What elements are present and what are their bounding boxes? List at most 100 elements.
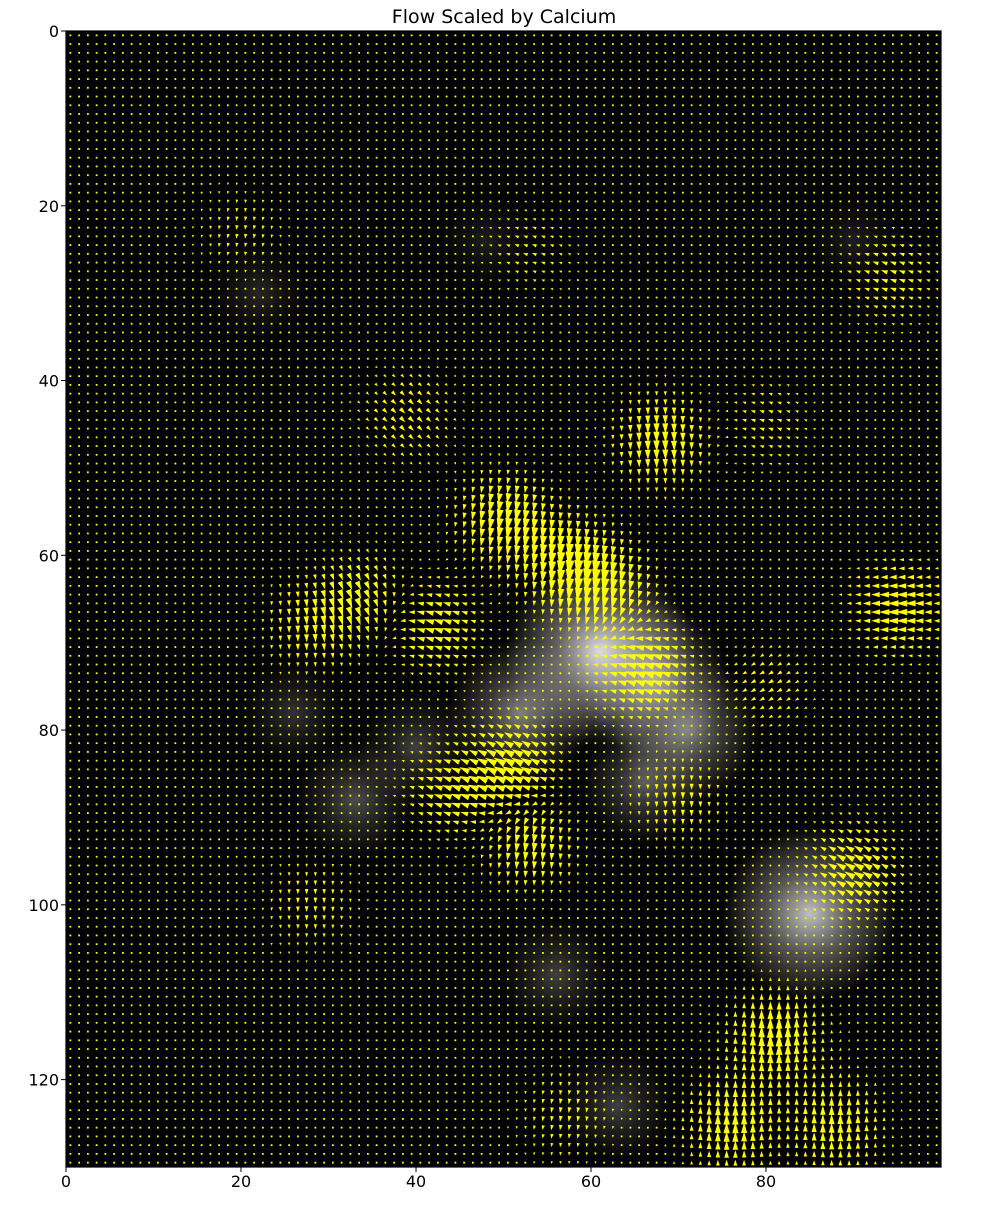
flow-arrow [331, 392, 334, 395]
flow-arrow [926, 357, 929, 360]
flow-arrow [86, 104, 89, 107]
flow-arrow [550, 375, 553, 378]
flow-arrow [645, 459, 651, 468]
flow-arrow [401, 165, 404, 168]
flow-arrow [375, 252, 378, 255]
flow-arrow [121, 392, 124, 395]
flow-arrow [594, 209, 597, 212]
flow-arrow [200, 86, 203, 89]
flow-arrow [148, 410, 151, 413]
flow-arrow [690, 305, 693, 308]
flow-arrow [279, 453, 282, 456]
flow-arrow [664, 43, 667, 46]
flow-arrow [664, 174, 667, 177]
flow-arrow [489, 191, 492, 194]
flow-arrow [778, 357, 781, 360]
flow-arrow [253, 278, 256, 282]
flow-arrow [839, 104, 842, 107]
flow-arrow [559, 218, 563, 221]
flow-arrow [305, 296, 308, 299]
flow-arrow [681, 383, 685, 387]
flow-arrow [690, 60, 693, 63]
flow-arrow [594, 43, 597, 46]
flow-arrow [454, 349, 457, 351]
flow-arrow [314, 130, 317, 133]
flow-arrow [358, 148, 361, 150]
flow-arrow [611, 121, 614, 124]
flow-arrow [533, 340, 536, 343]
flow-arrow [760, 78, 763, 80]
flow-arrow [603, 78, 606, 80]
flow-arrow [69, 60, 72, 63]
flow-arrow [445, 121, 448, 124]
flow-arrow [699, 226, 702, 229]
flow-arrow [130, 139, 133, 142]
flow-arrow [489, 69, 492, 72]
flow-arrow [576, 209, 579, 212]
flow-arrow [244, 366, 247, 369]
flow-arrow [393, 156, 396, 159]
flow-arrow [288, 217, 291, 221]
flow-arrow [699, 183, 702, 185]
flow-arrow [646, 104, 649, 107]
flow-arrow [183, 392, 186, 395]
flow-arrow [191, 418, 194, 421]
flow-arrow [471, 384, 474, 386]
flow-arrow [453, 444, 457, 448]
flow-arrow [760, 279, 763, 281]
flow-arrow [428, 69, 431, 72]
flow-arrow [611, 130, 614, 133]
flow-arrow [384, 43, 387, 46]
flow-arrow [839, 401, 842, 404]
flow-arrow [717, 444, 720, 448]
flow-arrow [463, 148, 466, 150]
flow-arrow [830, 34, 833, 37]
flow-arrow [156, 270, 159, 273]
flow-arrow [349, 209, 352, 212]
flow-arrow [935, 200, 938, 203]
flow-arrow [716, 165, 719, 168]
flow-arrow [671, 407, 677, 415]
flow-arrow [847, 288, 852, 291]
flow-arrow [812, 419, 816, 422]
flow-arrow [148, 279, 151, 281]
flow-arrow [463, 156, 466, 159]
flow-arrow [751, 51, 754, 54]
flow-arrow [444, 374, 448, 378]
flow-arrow [830, 121, 833, 124]
flow-arrow [86, 375, 89, 378]
flow-arrow [533, 331, 536, 334]
flow-arrow [121, 427, 124, 430]
flow-arrow [480, 148, 483, 150]
flow-arrow [121, 43, 124, 46]
flow-arrow [305, 60, 308, 63]
flow-arrow [383, 365, 387, 369]
flow-arrow [636, 432, 642, 442]
flow-arrow [463, 174, 466, 177]
flow-arrow [778, 148, 781, 150]
flow-arrow [323, 270, 326, 273]
flow-arrow [454, 287, 457, 290]
flow-arrow [331, 156, 334, 159]
flow-arrow [156, 121, 159, 124]
flow-arrow [813, 357, 816, 360]
flow-arrow [218, 418, 221, 421]
flow-arrow [821, 453, 824, 456]
flow-arrow [734, 191, 737, 194]
flow-arrow [881, 287, 888, 292]
flow-arrow [864, 287, 870, 292]
flow-arrow [244, 331, 247, 334]
flow-arrow [839, 331, 842, 334]
flow-arrow [314, 86, 317, 89]
flow-arrow [872, 252, 879, 257]
flow-arrow [375, 209, 378, 212]
flow-arrow [655, 374, 658, 378]
flow-arrow [673, 174, 676, 177]
flow-arrow [655, 78, 658, 80]
flow-arrow [655, 235, 658, 238]
flow-arrow [515, 445, 518, 447]
flow-arrow [541, 366, 544, 369]
flow-arrow [699, 156, 702, 159]
flow-arrow [716, 130, 719, 133]
flow-arrow [550, 60, 553, 63]
